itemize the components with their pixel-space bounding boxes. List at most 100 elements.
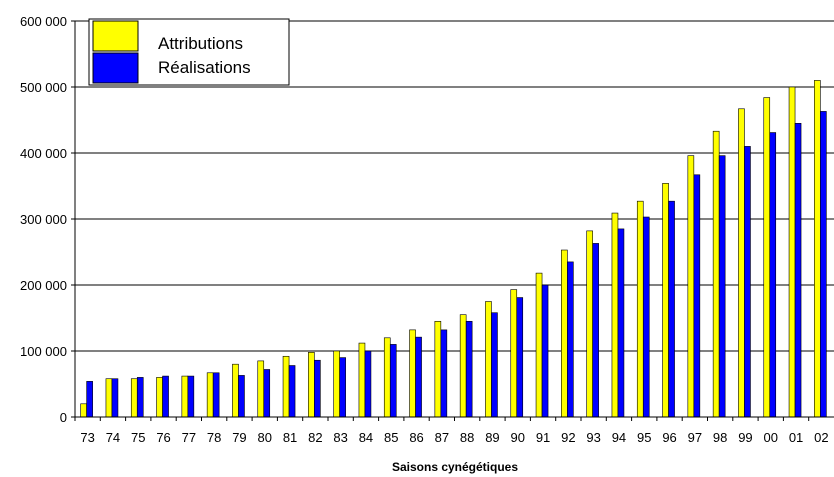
bar-realisations-98: [718, 155, 726, 418]
x-tick-label: 78: [207, 430, 221, 445]
bar-realisations-90: [516, 297, 524, 418]
bar-attributions-94: [611, 212, 619, 418]
bar-realisations-77: [187, 375, 195, 418]
bar-attributions-82: [308, 352, 315, 418]
bar-attributions-81: [282, 355, 290, 418]
bar-attributions-00: [763, 97, 771, 418]
y-tick-label: 300 000: [20, 212, 67, 227]
x-tick-label: 88: [460, 430, 474, 445]
x-tick-label: 83: [333, 430, 347, 445]
x-tick-label: 76: [156, 430, 170, 445]
x-tick-label: 94: [612, 430, 626, 445]
bar-realisations-01: [794, 123, 802, 418]
x-axis-title: Saisons cynégétiques: [392, 460, 518, 474]
bar-realisations-86: [415, 336, 422, 418]
x-tick-label: 80: [258, 430, 272, 445]
bar-realisations-02: [820, 111, 827, 418]
bar-realisations-83: [339, 357, 346, 418]
x-tick-label: 90: [511, 430, 525, 445]
bar-realisations-88: [465, 320, 473, 418]
x-tick-label: 82: [308, 430, 322, 445]
x-tick-labels: 73 74 75 76 77 78 79 80 81 82 83 84 85 86 87 88 89 90 91 92…: [74, 417, 829, 445]
x-tick-label: 92: [561, 430, 575, 445]
bar-realisations-92: [567, 261, 574, 418]
bar-attributions-84: [358, 342, 366, 418]
bar-realisations-76: [162, 375, 169, 418]
x-tick-label: 99: [738, 430, 752, 445]
bar-realisations-78: [212, 372, 220, 418]
bar-realisations-89: [491, 312, 498, 418]
x-tick-label: 85: [384, 430, 398, 445]
x-tick-label: 86: [409, 430, 423, 445]
bar-realisations-95: [642, 216, 650, 418]
x-tick-label: 77: [182, 430, 196, 445]
bar-attributions-87: [434, 320, 442, 418]
y-tick-labels: 0 100 000 200 000 300 000 400 000 500 000 600 …: [20, 14, 75, 425]
x-tick-label: 73: [80, 430, 94, 445]
x-tick-label: 87: [435, 430, 449, 445]
bar-attributions-86: [409, 329, 416, 418]
bar-realisations-82: [314, 359, 321, 418]
bar-attributions-02: [814, 80, 821, 418]
legend-label-attributions: Attributions: [158, 34, 243, 53]
x-tick-label: 96: [662, 430, 676, 445]
y-tick-label: 400 000: [20, 146, 67, 161]
bar-realisations-96: [668, 200, 675, 418]
bar-attributions-91: [535, 272, 543, 418]
x-tick-label: 74: [106, 430, 120, 445]
bar-attributions-01: [788, 86, 796, 418]
bar-attributions-92: [561, 249, 568, 418]
bars-group: [80, 80, 827, 418]
y-tick-label: 0: [60, 410, 67, 425]
bar-realisations-73: [86, 381, 93, 418]
y-tick-label: 600 000: [20, 14, 67, 29]
x-tick-label: 89: [485, 430, 499, 445]
bar-attributions-78: [206, 372, 214, 418]
x-tick-label: 01: [789, 430, 803, 445]
x-tick-label: 02: [814, 430, 828, 445]
bar-attributions-97: [687, 155, 695, 418]
bar-realisations-97: [693, 174, 701, 418]
legend-label-realisations: Réalisations: [158, 58, 251, 77]
bar-realisations-74: [111, 378, 119, 418]
bar-attributions-93: [586, 230, 593, 418]
bar-attributions-95: [636, 200, 644, 418]
x-tick-label: 84: [359, 430, 373, 445]
bar-attributions-75: [130, 378, 138, 418]
x-tick-label: 97: [688, 430, 702, 445]
bar-attributions-90: [510, 289, 518, 418]
x-tick-label: 00: [764, 430, 778, 445]
bar-realisations-79: [238, 375, 245, 418]
bar-realisations-99: [744, 146, 751, 418]
x-tick-label: 95: [637, 430, 651, 445]
legend-swatch-realisations: [92, 52, 139, 84]
legend-swatch-attributions: [92, 20, 139, 52]
bar-realisations-75: [136, 377, 144, 418]
bar-attributions-88: [459, 314, 467, 418]
bar-realisations-91: [541, 284, 549, 418]
bar-realisations-84: [364, 350, 372, 418]
bar-realisations-80: [263, 369, 271, 418]
y-tick-label: 100 000: [20, 344, 67, 359]
x-tick-label: 98: [713, 430, 727, 445]
x-tick-label: 79: [232, 430, 246, 445]
bar-attributions-89: [485, 301, 492, 418]
bar-attributions-74: [105, 378, 113, 418]
bar-realisations-93: [592, 243, 599, 418]
bar-attributions-76: [156, 377, 163, 418]
legend: Attributions Réalisations: [88, 18, 290, 86]
bar-realisations-00: [769, 132, 777, 418]
bar-realisations-87: [440, 329, 448, 418]
bar-attributions-99: [738, 108, 745, 418]
x-tick-label: 81: [283, 430, 297, 445]
x-tick-label: 75: [131, 430, 145, 445]
bar-attributions-77: [181, 375, 189, 418]
bar-realisations-85: [389, 344, 397, 418]
bar-attributions-85: [383, 337, 391, 418]
x-tick-label: 93: [586, 430, 600, 445]
bar-attributions-83: [333, 350, 340, 418]
bar-realisations-81: [288, 365, 296, 418]
y-tick-label: 200 000: [20, 278, 67, 293]
bar-attributions-98: [712, 130, 720, 418]
